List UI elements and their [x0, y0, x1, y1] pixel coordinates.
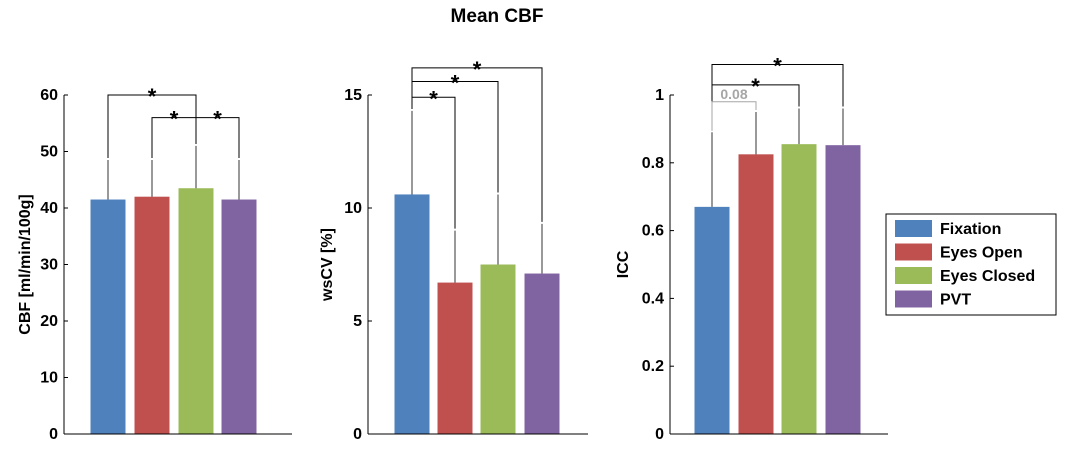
y-tick-label: 10	[344, 200, 362, 217]
y-tick-label: 0	[353, 426, 362, 443]
significance-star: *	[473, 57, 482, 82]
y-tick-label: 0.8	[642, 155, 664, 172]
bar-fixation	[90, 199, 126, 434]
legend-label-pvt: PVT	[940, 292, 971, 309]
significance-star: *	[170, 107, 179, 132]
y-tick-label: 0	[49, 426, 58, 443]
chart-panel-1: 0 10 20 30 40 50 60 CBF [ml/min/100g] * * *	[17, 84, 292, 443]
y-tick-label: 0	[655, 426, 664, 443]
legend-swatch-eyes-closed	[895, 267, 932, 284]
y-tick-label: 1	[655, 87, 664, 104]
bar-eyes-open	[134, 196, 170, 434]
legend-label-fixation: Fixation	[940, 221, 1001, 238]
chart-panel-2: 0 5 10 15 wsCV [%] * * *	[319, 57, 588, 443]
y-axis-label: ICC	[615, 250, 632, 278]
bar-eyes-open	[738, 154, 774, 434]
bar-fixation	[394, 194, 430, 434]
bar-eyes-open	[437, 282, 473, 434]
y-tick-label: 15	[344, 87, 362, 104]
significance-star: *	[148, 84, 157, 109]
bar-fixation	[694, 206, 730, 434]
significance-star: *	[213, 107, 222, 132]
y-axis-label: CBF [ml/min/100g]	[17, 194, 34, 334]
y-tick-label: 60	[40, 87, 58, 104]
y-tick-label: 0.6	[642, 223, 664, 240]
significance-pvalue: 0.08	[720, 86, 747, 102]
bar-eyes-closed	[178, 188, 214, 434]
y-axis-label: wsCV [%]	[319, 228, 336, 302]
y-tick-label: 50	[40, 144, 58, 161]
significance-bracket	[411, 80, 499, 193]
y-tick-label: 0.4	[642, 290, 664, 307]
bar-pvt	[825, 145, 861, 434]
significance-bracket	[711, 101, 757, 131]
legend-swatch-pvt	[895, 290, 932, 308]
significance-bracket	[411, 96, 456, 229]
y-tick-label: 30	[40, 257, 58, 274]
significance-star: *	[429, 86, 438, 111]
y-tick-label: 0.2	[642, 358, 664, 375]
figure-title: Mean CBF	[451, 6, 544, 27]
significance-star: *	[751, 74, 760, 99]
significance-bracket	[195, 117, 240, 158]
significance-star: *	[451, 70, 460, 95]
bar-pvt	[221, 199, 257, 434]
legend-swatch-fixation	[895, 220, 932, 237]
legend-label-eyes-open: Eyes Open	[940, 245, 1023, 262]
legend: Fixation Eyes Open Eyes Closed PVT	[885, 213, 1057, 316]
bar-eyes-closed	[781, 144, 817, 434]
significance-star: *	[773, 53, 782, 78]
legend-label-eyes-closed: Eyes Closed	[940, 268, 1035, 285]
y-tick-label: 20	[40, 313, 58, 330]
y-tick-label: 10	[40, 370, 58, 387]
legend-swatch-eyes-open	[895, 243, 932, 261]
y-tick-label: 40	[40, 200, 58, 217]
y-tick-label: 5	[353, 313, 362, 330]
bar-pvt	[524, 273, 560, 434]
bar-eyes-closed	[480, 264, 516, 434]
